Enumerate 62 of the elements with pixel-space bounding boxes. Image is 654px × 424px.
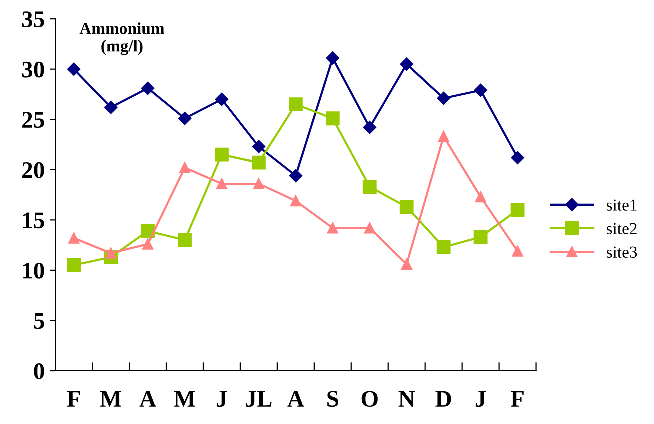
point	[401, 258, 412, 270]
point	[288, 98, 303, 112]
point	[104, 100, 118, 114]
point	[438, 131, 450, 142]
y-tick-label: 20	[22, 162, 44, 178]
point	[178, 112, 192, 126]
point	[253, 178, 265, 190]
point	[290, 196, 302, 207]
point	[67, 62, 81, 76]
point	[363, 121, 376, 134]
point	[289, 169, 303, 183]
x-tick-label: F	[67, 391, 80, 407]
x-tick-label: N	[398, 391, 416, 407]
point	[179, 162, 191, 174]
x-tick-label: A	[140, 391, 156, 407]
x-tick-label: M	[100, 391, 122, 407]
point	[252, 156, 266, 170]
point	[68, 232, 80, 244]
y-tick-label: 15	[23, 212, 44, 229]
point	[400, 58, 414, 71]
point	[252, 140, 266, 154]
legend-label: site2	[606, 223, 637, 234]
point	[512, 246, 524, 257]
point	[215, 148, 229, 162]
x-tick-label: F	[510, 391, 524, 407]
x-tick-label: O	[362, 391, 378, 408]
x-tick-label: M	[174, 391, 196, 407]
point	[400, 200, 414, 214]
x-tick-label: S	[328, 391, 338, 408]
point	[474, 84, 488, 98]
point	[511, 151, 524, 164]
legend-label: site3	[606, 246, 638, 258]
point	[364, 222, 376, 234]
point	[106, 248, 117, 259]
point	[67, 258, 82, 272]
point	[437, 92, 450, 106]
x-tick-label: J	[217, 391, 228, 408]
y-tick-label: 35	[22, 12, 44, 28]
point	[436, 240, 451, 254]
point	[326, 52, 340, 65]
point	[142, 238, 154, 250]
point	[216, 178, 228, 190]
y-tick-label: 0	[34, 363, 44, 380]
point	[475, 191, 486, 203]
point	[327, 222, 338, 234]
point	[362, 180, 377, 194]
point	[215, 92, 229, 106]
x-tick-label: J	[476, 391, 486, 408]
y-tick-label: 10	[23, 262, 44, 279]
point	[510, 203, 525, 218]
y-tick-label: 5	[34, 313, 44, 330]
x-tick-label: JL	[246, 391, 272, 408]
point	[141, 82, 155, 96]
point	[178, 233, 192, 248]
legend-label: site1	[606, 200, 637, 211]
y-tick-label: 30	[22, 62, 44, 78]
text: Ammonium (mg/l)	[80, 22, 165, 56]
point	[474, 230, 488, 244]
x-tick-label: D	[436, 391, 452, 407]
y-tick-label: 25	[22, 112, 44, 128]
point	[326, 112, 340, 126]
x-tick-label: A	[288, 391, 304, 407]
